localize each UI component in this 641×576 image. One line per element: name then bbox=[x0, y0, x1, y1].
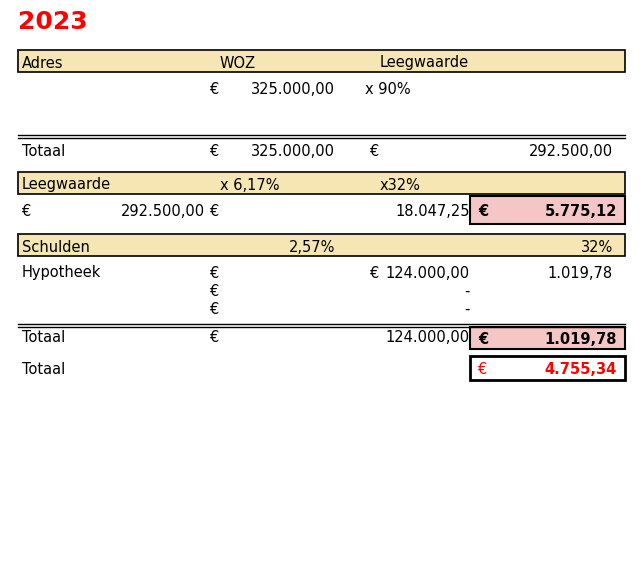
Text: €: € bbox=[210, 331, 219, 346]
Text: 1.019,78: 1.019,78 bbox=[544, 332, 617, 347]
Text: Leegwaarde: Leegwaarde bbox=[22, 177, 111, 192]
Text: 292.500,00: 292.500,00 bbox=[529, 143, 613, 158]
Text: x32%: x32% bbox=[380, 177, 421, 192]
Text: €: € bbox=[478, 332, 488, 347]
Text: -: - bbox=[465, 301, 470, 316]
Text: 325.000,00: 325.000,00 bbox=[251, 143, 335, 158]
Text: €: € bbox=[210, 203, 219, 218]
Text: 18.047,25: 18.047,25 bbox=[395, 203, 470, 218]
FancyBboxPatch shape bbox=[470, 327, 625, 349]
Text: 1.019,78: 1.019,78 bbox=[548, 266, 613, 281]
Text: €: € bbox=[210, 301, 219, 316]
Text: x 6,17%: x 6,17% bbox=[220, 177, 279, 192]
FancyBboxPatch shape bbox=[18, 172, 625, 194]
Text: Hypotheek: Hypotheek bbox=[22, 266, 101, 281]
Text: €: € bbox=[210, 143, 219, 158]
FancyBboxPatch shape bbox=[470, 196, 625, 224]
Text: 124.000,00: 124.000,00 bbox=[386, 331, 470, 346]
Text: WOZ: WOZ bbox=[220, 55, 256, 70]
Text: €: € bbox=[22, 203, 31, 218]
Text: Leegwaarde: Leegwaarde bbox=[380, 55, 469, 70]
Text: x 90%: x 90% bbox=[365, 82, 411, 97]
Text: €: € bbox=[478, 204, 488, 219]
Text: €: € bbox=[370, 266, 379, 281]
Text: €: € bbox=[210, 283, 219, 298]
Text: Totaal: Totaal bbox=[22, 143, 65, 158]
Text: €: € bbox=[370, 143, 379, 158]
Text: Totaal: Totaal bbox=[22, 331, 65, 346]
Text: Adres: Adres bbox=[22, 55, 63, 70]
Text: €: € bbox=[478, 362, 487, 377]
Text: 4.755,34: 4.755,34 bbox=[545, 362, 617, 377]
Text: Schulden: Schulden bbox=[22, 240, 90, 255]
Text: 124.000,00: 124.000,00 bbox=[386, 266, 470, 281]
Text: 5.775,12: 5.775,12 bbox=[545, 204, 617, 219]
FancyBboxPatch shape bbox=[470, 356, 625, 380]
FancyBboxPatch shape bbox=[18, 234, 625, 256]
FancyBboxPatch shape bbox=[18, 50, 625, 72]
Text: -: - bbox=[465, 283, 470, 298]
Text: €: € bbox=[210, 266, 219, 281]
Text: €: € bbox=[210, 82, 219, 97]
Text: 2,57%: 2,57% bbox=[288, 240, 335, 255]
Text: Totaal: Totaal bbox=[22, 362, 65, 377]
Text: 292.500,00: 292.500,00 bbox=[121, 203, 205, 218]
Text: 32%: 32% bbox=[581, 240, 613, 255]
Text: 325.000,00: 325.000,00 bbox=[251, 82, 335, 97]
Text: 2023: 2023 bbox=[18, 10, 88, 34]
